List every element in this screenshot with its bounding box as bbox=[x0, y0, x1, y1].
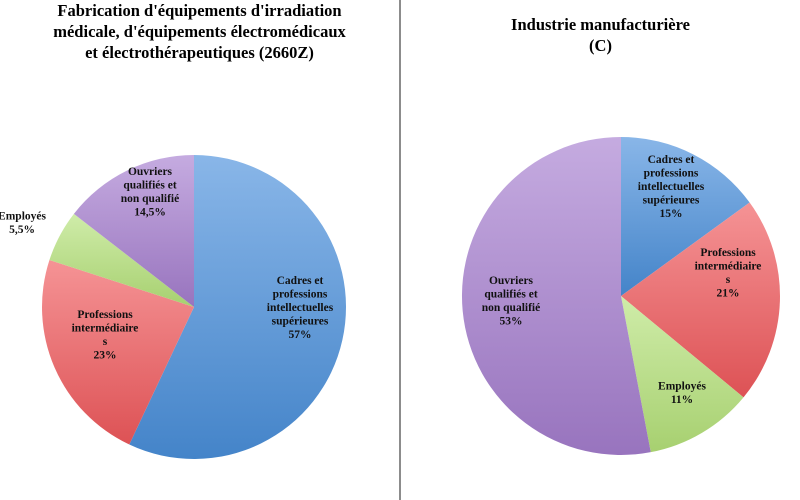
slice-label-line: intermédiaire bbox=[72, 322, 139, 334]
pie-slice bbox=[49, 213, 194, 307]
slice-label-line: 5,5% bbox=[9, 224, 35, 236]
pie-chart: Cadres et professions intellectuelles supér… bbox=[461, 137, 780, 456]
slice-label-line: 23% bbox=[94, 349, 117, 361]
chart-panel-left: Fabrication d'équipements d'irradiation … bbox=[0, 0, 399, 500]
slice-label-line: Ouvriers bbox=[489, 275, 534, 287]
slice-label-line: 21% bbox=[717, 287, 740, 299]
chart-title: Industrie manufacturière (C) bbox=[511, 15, 690, 55]
pie-slice bbox=[73, 155, 194, 307]
slice-label-line: non qualifié bbox=[121, 193, 179, 205]
slice-label-line: professions bbox=[273, 289, 328, 301]
slice-label-line: 14,5% bbox=[134, 206, 166, 218]
slice-label-line: non qualifié bbox=[482, 302, 540, 314]
slice-label-line: professions bbox=[644, 168, 699, 180]
slice-label-line: qualifiés et bbox=[484, 288, 538, 300]
chart-panel-right: Industrie manufacturière (C) Cadres et pr… bbox=[401, 0, 800, 500]
pie-slice bbox=[42, 260, 194, 445]
slice-label: Employés 11% bbox=[658, 380, 706, 406]
slice-label-line: Cadres et bbox=[648, 154, 695, 166]
pie-slice bbox=[621, 137, 750, 296]
slice-label-line: Professions bbox=[700, 247, 756, 259]
slice-label: Ouvriers qualifiés et non qualifié 14,5% bbox=[121, 166, 179, 219]
slice-label: Employés 5,5% bbox=[0, 210, 46, 236]
slice-label: Professions intermédiaire s 21% bbox=[695, 247, 762, 299]
slice-label-line: 11% bbox=[671, 394, 693, 406]
pie-slice bbox=[621, 202, 780, 398]
slice-label-line: s bbox=[103, 336, 108, 348]
slice-label-line: Ouvriers bbox=[128, 166, 173, 178]
pie-chart: Cadres et professions intellectuelles supér… bbox=[0, 155, 347, 459]
slice-label-line: intellectuelles bbox=[267, 302, 334, 314]
slice-label-line: supérieures bbox=[272, 316, 329, 328]
slice-label-line: 53% bbox=[500, 315, 523, 327]
slice-label-line: Employés bbox=[658, 380, 706, 392]
slice-label-line: 57% bbox=[289, 329, 312, 341]
slice-label-line: qualifiés et bbox=[123, 179, 177, 191]
panel-divider bbox=[399, 0, 401, 500]
slice-label-line: supérieures bbox=[643, 195, 700, 207]
pie-slice bbox=[129, 155, 347, 459]
slice-label-line: Cadres et bbox=[277, 275, 324, 287]
slice-label-line: 15% bbox=[660, 208, 683, 220]
pie-slice bbox=[461, 137, 651, 456]
slice-label-line: Professions bbox=[77, 309, 133, 321]
slice-label-line: Employés bbox=[0, 210, 46, 222]
slice-label: Ouvriers qualifiés et non qualifié 53% bbox=[482, 275, 540, 328]
slice-label: Cadres et professions intellectuelles supér… bbox=[267, 275, 334, 341]
slice-label-line: intellectuelles bbox=[638, 181, 705, 193]
slice-label: Cadres et professions intellectuelles supér… bbox=[638, 154, 705, 220]
slice-label: Professions intermédiaire s 23% bbox=[72, 309, 139, 362]
pie-slice bbox=[621, 296, 744, 453]
chart-title: Fabrication d'équipements d'irradiation … bbox=[53, 1, 346, 62]
slice-label-line: intermédiaire bbox=[695, 260, 762, 272]
slice-label-line: s bbox=[726, 274, 731, 286]
